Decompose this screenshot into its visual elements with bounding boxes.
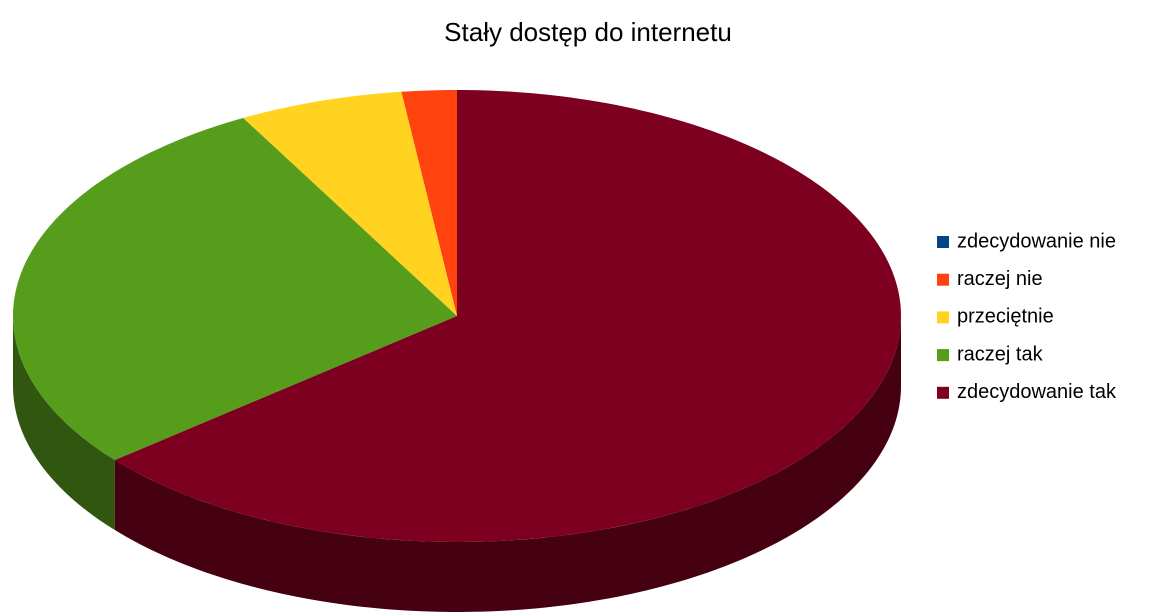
legend-label: przeciętnie: [957, 306, 1054, 328]
pie-side: [114, 316, 902, 612]
legend-label: raczej nie: [957, 268, 1043, 290]
legend-swatch: [937, 386, 949, 399]
pie-slice: [243, 91, 457, 316]
legend-swatch: [937, 236, 949, 248]
chart-title: Stały dostęp do internetu: [444, 17, 732, 47]
legend-swatch: [937, 273, 949, 286]
legend-swatch: [937, 311, 949, 324]
legend-label: zdecydowanie nie: [957, 230, 1116, 252]
pie-slice: [401, 90, 457, 316]
pie-slice: [114, 90, 901, 542]
legend-swatch: [937, 349, 949, 362]
pie-slice: [13, 117, 458, 461]
legend-label: raczej tak: [957, 343, 1044, 365]
legend-label: zdecydowanie tak: [957, 381, 1117, 403]
pie-side: [13, 316, 115, 531]
